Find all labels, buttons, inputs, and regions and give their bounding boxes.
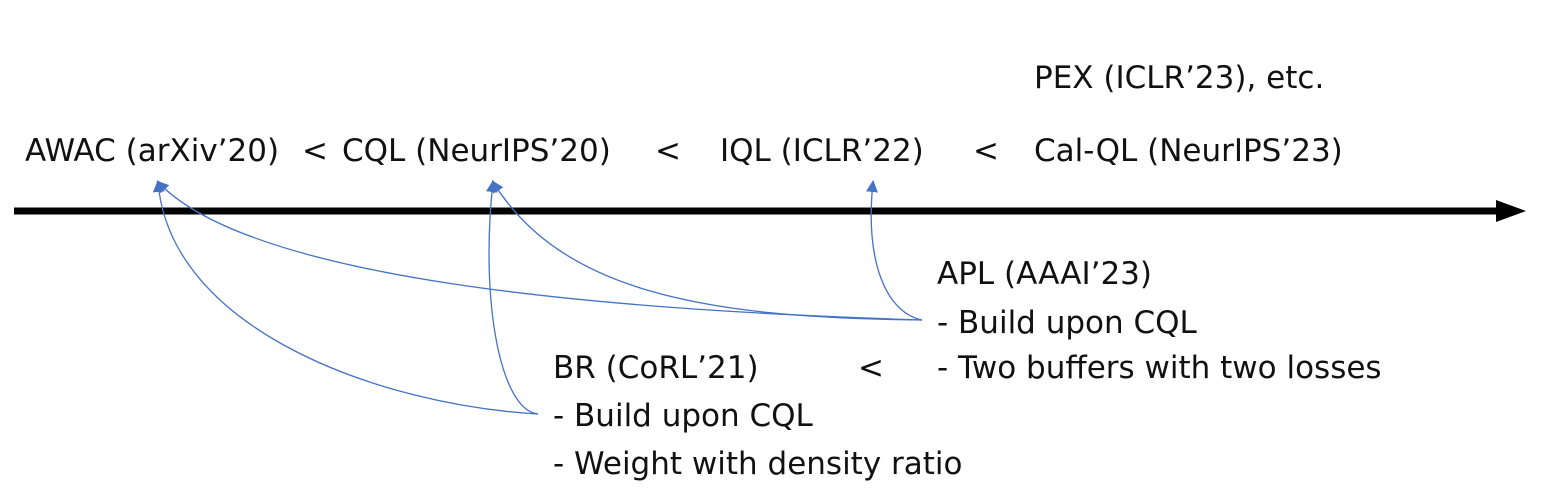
connector-apl-to-iql [866,180,923,321]
connector-br-to-cql [485,180,539,415]
less-than-sign: < [973,133,999,169]
br-bullet: - Weight with density ratio [553,446,963,482]
method-cql: CQL (NeurIPS’20) [342,133,611,169]
less-than-sign: < [655,133,681,169]
pex-note: PEX (ICLR’23), etc. [1034,60,1325,96]
less-than-sign: < [302,133,328,169]
method-awac: AWAC (arXiv’20) [25,133,280,169]
time-axis-arrow [14,200,1526,222]
apl-title: APL (AAAI’23) [937,256,1153,292]
connector-br-to-awac [152,180,539,415]
apl-bullet: - Build upon CQL [937,305,1197,341]
connector-apl-to-awac [156,180,923,321]
br-bullet: - Build upon CQL [553,398,813,434]
br-title: BR (CoRL’21) [553,350,759,386]
apl-bullet: - Two buffers with two losses [937,350,1382,386]
connector-apl-to-cql [491,180,923,321]
method-calql: Cal-QL (NeurIPS’23) [1034,133,1343,169]
less-than-sign: < [858,350,884,386]
method-iql: IQL (ICLR’22) [720,133,924,169]
